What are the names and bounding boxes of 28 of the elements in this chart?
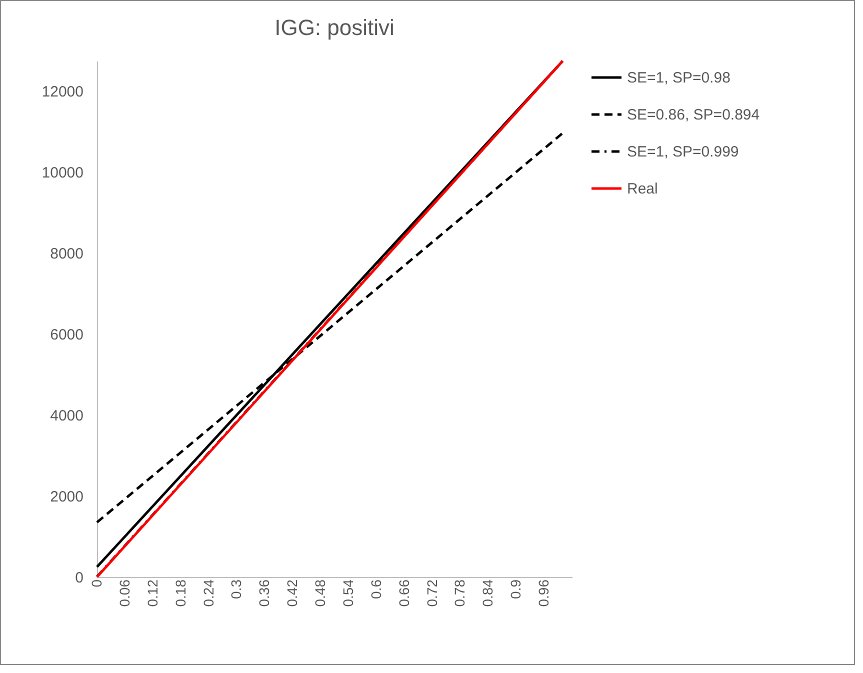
chart-title: IGG: positivi (274, 14, 394, 40)
x-tick-label: 0.78 (452, 579, 468, 607)
legend-label: SE=1, SP=0.999 (627, 144, 739, 160)
legend-label: SE=0.86, SP=0.894 (627, 106, 760, 124)
x-tick-label: 0.9 (508, 579, 524, 599)
x-tick-label: 0 (88, 579, 104, 588)
x-tick-label: 0.72 (424, 579, 440, 607)
x-tick-label: 0.6 (368, 579, 384, 599)
x-tick-label: 0.18 (172, 579, 188, 607)
x-tick-label: 0.36 (256, 579, 272, 607)
legend-label: Real (627, 180, 658, 198)
x-tick-label: 0.3 (228, 579, 244, 599)
x-tick-label: 0.84 (480, 579, 496, 607)
y-tick-label: 8000 (50, 245, 84, 262)
x-tick-label: 0.96 (536, 579, 552, 607)
y-tick-label: 4000 (50, 407, 84, 424)
legend-label: SE=1, SP=0.98 (627, 70, 730, 86)
y-tick-label: 6000 (50, 326, 84, 344)
x-tick-label: 0.12 (144, 579, 160, 607)
x-tick-label: 0.54 (340, 579, 356, 607)
x-tick-label: 0.66 (396, 579, 412, 607)
y-tick-label: 12000 (42, 83, 84, 100)
y-tick-label: 10000 (42, 164, 84, 182)
y-tick-label: 2000 (50, 488, 84, 506)
x-tick-label: 0.48 (312, 579, 328, 607)
x-tick-label: 0.24 (200, 579, 216, 607)
x-tick-label: 0.42 (284, 579, 300, 607)
x-tick-label: 0.06 (116, 579, 132, 607)
